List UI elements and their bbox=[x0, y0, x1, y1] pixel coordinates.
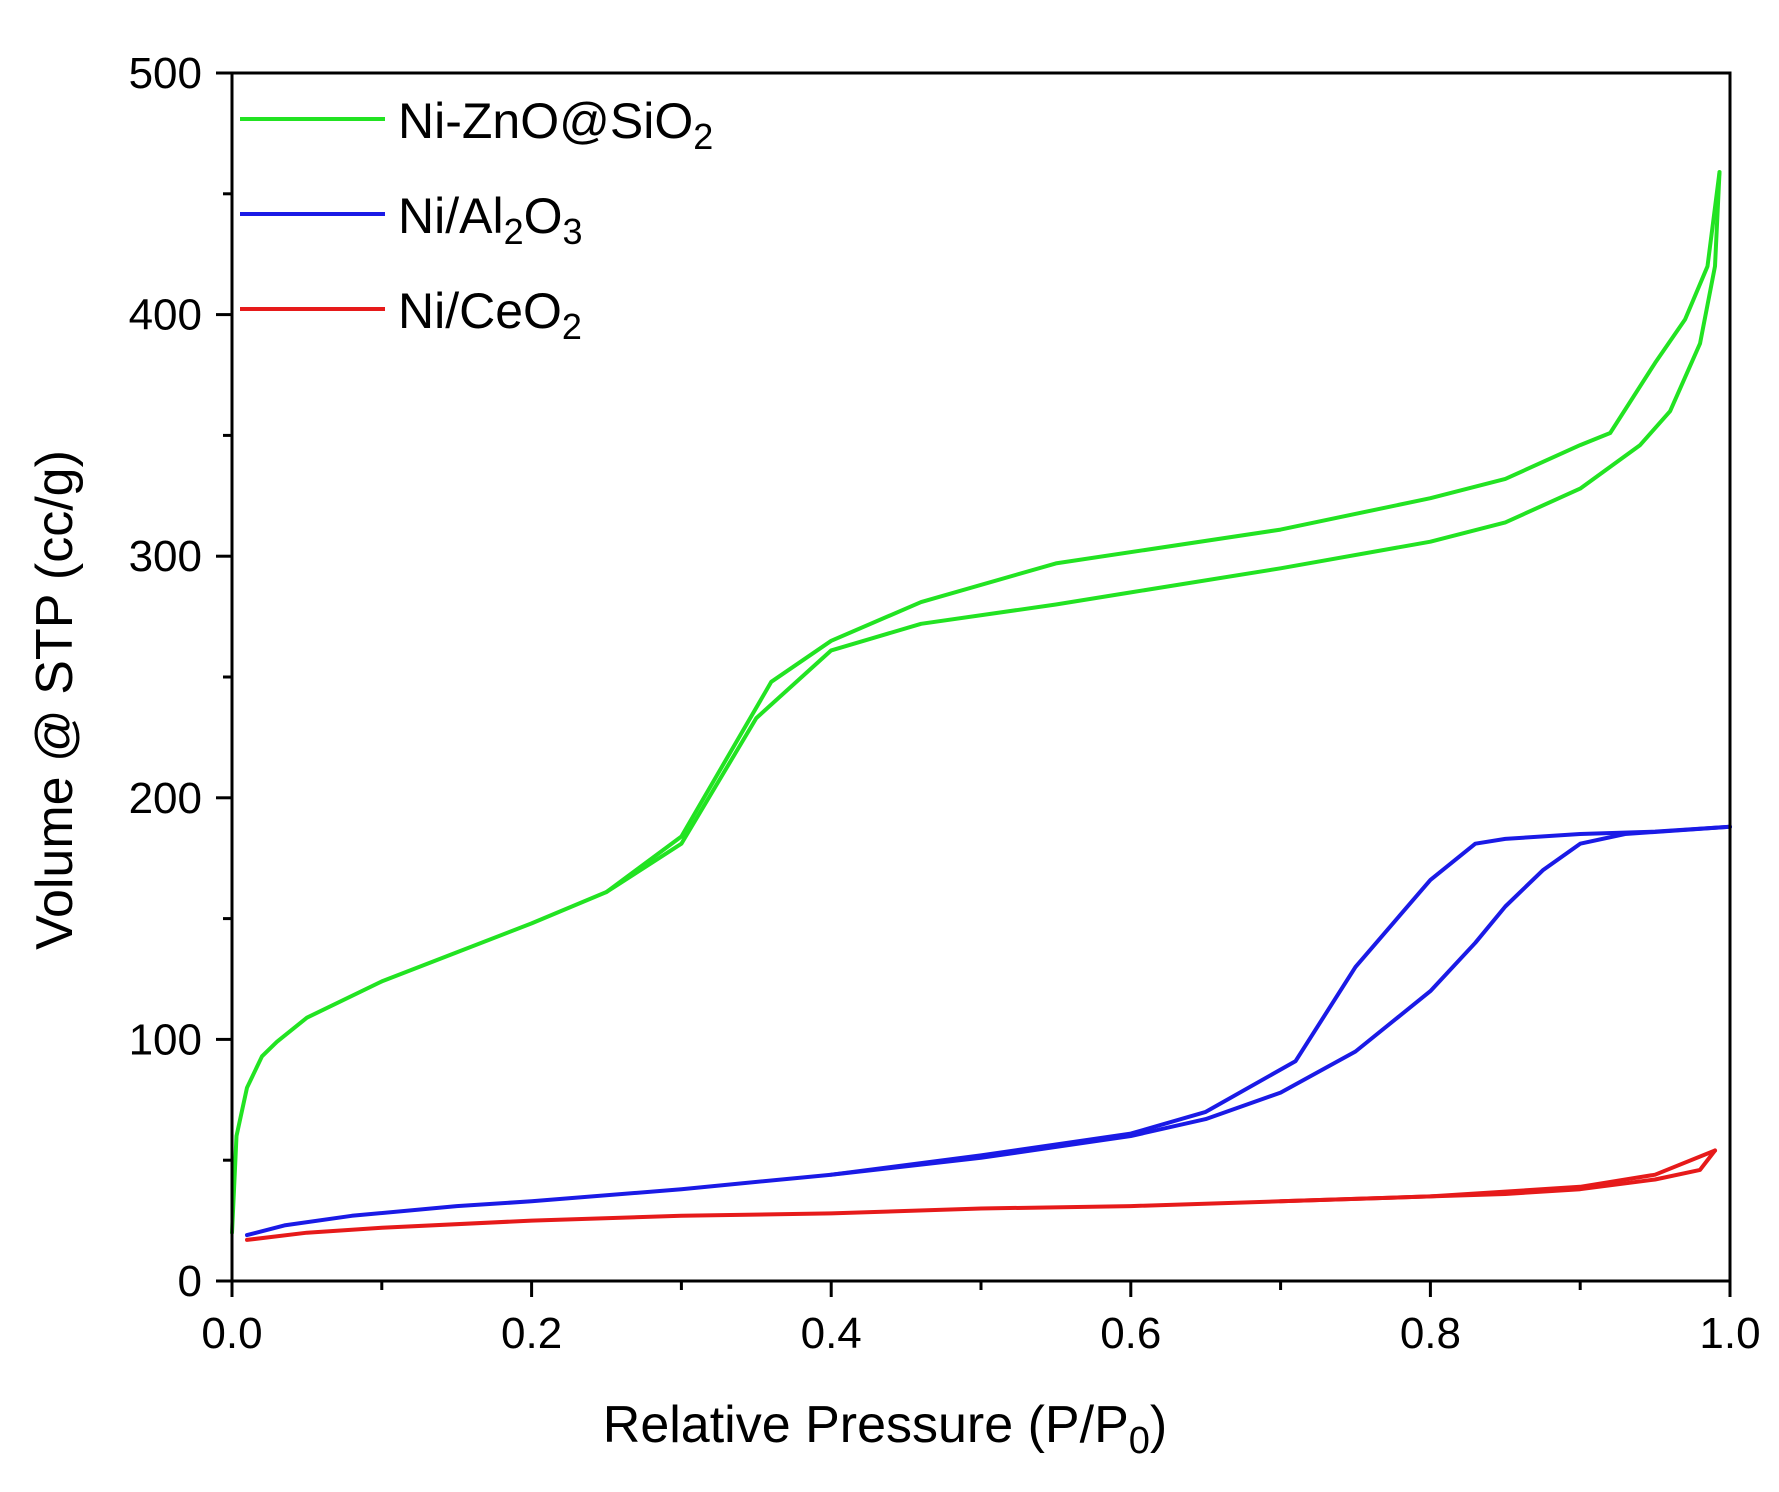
y-tick-label: 300 bbox=[129, 532, 202, 581]
axis-ticks: 0.0 0.2 0.4 0.6 0.8 1.0 0 100 200 300 400 500 bbox=[129, 49, 1761, 1358]
plot-frame bbox=[230, 71, 1732, 1283]
x-tick-label: 0.2 bbox=[501, 1309, 562, 1358]
series-ni-zno-sio2-desorption-line bbox=[604, 170, 1722, 894]
legend-label-ni-zno-sio2: Ni-ZnO@SiO2 bbox=[398, 93, 713, 157]
series-ni-al2o3-desorption-line bbox=[829, 824, 1732, 1177]
y-tick-label: 400 bbox=[129, 291, 202, 340]
y-tick-label: 0 bbox=[178, 1257, 202, 1306]
y-tick-label: 100 bbox=[129, 1015, 202, 1064]
series-layer bbox=[230, 170, 1732, 1242]
x-axis-title: Relative Pressure (P/P0) bbox=[603, 1396, 1167, 1462]
series-ni-ceo2 bbox=[245, 1148, 1717, 1242]
y-axis-title: Volume @ STP (cc/g) bbox=[26, 450, 84, 950]
x-tick-label: 0.4 bbox=[801, 1309, 862, 1358]
y-tick-label: 500 bbox=[129, 49, 202, 98]
y-tick-label: 200 bbox=[129, 774, 202, 823]
x-tick-label: 0.0 bbox=[201, 1309, 262, 1358]
series-ni-ceo2-adsorption-line bbox=[245, 1148, 1717, 1242]
series-ni-zno-sio2-adsorption-line bbox=[230, 170, 1722, 1235]
series-ni-al2o3-adsorption-line bbox=[245, 824, 1732, 1238]
legend: Ni-ZnO@SiO2 Ni/Al2O3 Ni/CeO2 bbox=[240, 93, 713, 347]
plot-area-border bbox=[230, 71, 1732, 1283]
series-ni-zno-sio2 bbox=[230, 170, 1722, 1235]
x-tick-label: 1.0 bbox=[1699, 1309, 1760, 1358]
x-tick-label: 0.6 bbox=[1100, 1309, 1161, 1358]
x-tick-label: 0.8 bbox=[1400, 1309, 1461, 1358]
series-ni-ceo2-desorption-line bbox=[1278, 1148, 1717, 1204]
legend-label-ni-al2o3: Ni/Al2O3 bbox=[398, 188, 583, 252]
series-ni-al2o3 bbox=[245, 824, 1732, 1238]
legend-label-ni-ceo2: Ni/CeO2 bbox=[398, 283, 582, 347]
